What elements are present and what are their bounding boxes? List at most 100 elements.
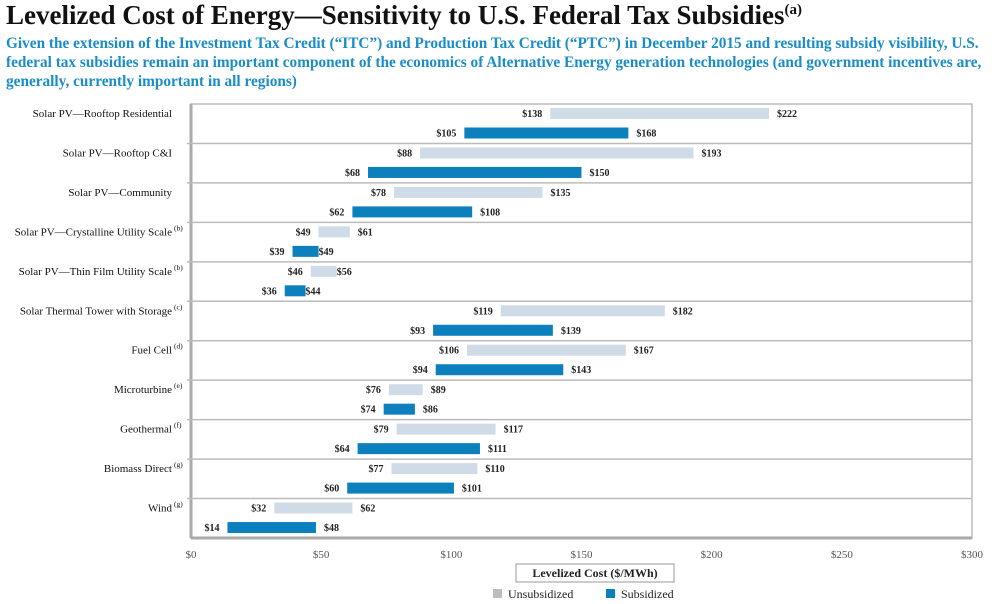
chart-subtitle: Given the extension of the Investment Ta… [6, 35, 982, 90]
bar-subsidized [347, 482, 454, 494]
bar-high-label: $111 [488, 444, 507, 455]
category-label: Biomass Direct [104, 463, 172, 475]
bar-low-label: $68 [345, 168, 360, 179]
x-axis-title: Levelized Cost ($/MWh) [532, 566, 657, 580]
bar-high-label: $86 [423, 405, 438, 416]
bar-high-label: $44 [306, 286, 321, 297]
bar-unsubsidized [394, 186, 543, 198]
bar-low-label: $46 [288, 267, 303, 278]
bar-unsubsidized [500, 305, 665, 317]
bar-subsidized [383, 403, 415, 415]
bar-low-label: $138 [522, 109, 542, 120]
bar-high-label: $49 [319, 247, 334, 258]
bar-high-label: $62 [360, 504, 375, 515]
bar-unsubsidized [550, 108, 769, 119]
bar-high-label: $193 [701, 148, 721, 159]
bar-unsubsidized [274, 502, 353, 514]
bar-low-label: $78 [371, 188, 386, 199]
bar-low-label: $39 [270, 247, 285, 258]
category-footnote: (b) [174, 223, 183, 232]
category-footnote: (g) [174, 500, 183, 509]
bar-low-label: $36 [262, 286, 277, 297]
bar-subsidized [292, 245, 319, 257]
title-text: Levelized Cost of Energy—Sensitivity to … [6, 0, 785, 30]
bar-unsubsidized [396, 423, 496, 435]
bar-high-label: $143 [571, 365, 591, 376]
bar-high-label: $89 [431, 385, 446, 396]
bar-high-label: $167 [634, 346, 654, 357]
bar-low-label: $93 [410, 326, 425, 337]
bar-high-label: $56 [337, 267, 352, 278]
bar-subsidized [284, 285, 306, 297]
bar-low-label: $94 [413, 365, 428, 376]
bar-high-label: $135 [550, 188, 570, 199]
bar-low-label: $76 [366, 385, 381, 396]
bar-high-label: $150 [590, 168, 610, 179]
bar-high-label: $222 [777, 109, 797, 120]
title-footnote: (a) [784, 2, 803, 18]
x-tick-label: $100 [440, 549, 463, 561]
bar-unsubsidized [310, 265, 337, 277]
bar-low-label: $77 [368, 464, 383, 475]
category-label: Solar PV—Rooftop C&I [63, 147, 173, 159]
bar-subsidized [435, 364, 564, 376]
bar-subsidized [352, 206, 473, 218]
category-footnote: (d) [174, 342, 183, 351]
bar-subsidized [227, 522, 316, 534]
bar-high-label: $101 [462, 484, 482, 495]
x-axis-title-box [515, 563, 675, 583]
bar-low-label: $14 [204, 523, 219, 534]
bar-high-label: $168 [636, 129, 656, 140]
bar-low-label: $106 [439, 346, 459, 357]
x-tick-label: $250 [831, 549, 854, 561]
bar-low-label: $119 [473, 306, 492, 317]
x-tick-label: $200 [701, 549, 724, 561]
category-label: Solar PV—Thin Film Utility Scale [19, 266, 173, 278]
category-label: Geothermal [120, 424, 172, 436]
bar-low-label: $105 [436, 129, 456, 140]
bar-high-label: $108 [480, 207, 500, 218]
bar-unsubsidized [318, 226, 350, 238]
x-tick-label: $150 [571, 549, 594, 561]
category-label: Microturbine [114, 384, 172, 396]
category-footnote: (f) [174, 421, 182, 430]
bar-high-label: $139 [561, 326, 581, 337]
bar-unsubsidized [388, 384, 423, 396]
category-footnote: (c) [174, 302, 183, 311]
bar-unsubsidized [466, 344, 626, 356]
legend-swatch-subsidized [606, 589, 615, 598]
bar-unsubsidized [420, 147, 694, 159]
x-tick-label: $50 [313, 549, 330, 561]
bar-low-label: $62 [329, 207, 344, 218]
bar-low-label: $64 [335, 444, 350, 455]
bar-low-label: $60 [324, 484, 339, 495]
category-footnote: (e) [174, 381, 183, 390]
category-label: Fuel Cell [131, 345, 172, 357]
legend-label-unsubsidized: Unsubsidized [508, 587, 573, 601]
bar-high-label: $61 [358, 227, 373, 238]
bar-low-label: $32 [251, 504, 266, 515]
legend-swatch-unsubsidized [493, 589, 502, 598]
bar-subsidized [464, 127, 629, 139]
bar-high-label: $110 [485, 464, 504, 475]
bar-subsidized [357, 443, 480, 455]
x-tick-label: $0 [186, 549, 198, 561]
category-label: Solar PV—Crystalline Utility Scale [15, 226, 172, 238]
bar-subsidized [368, 166, 582, 178]
bar-low-label: $88 [397, 148, 412, 159]
category-label: Wind [148, 503, 172, 515]
category-label: Solar PV—Community [68, 187, 172, 199]
chart-title: Levelized Cost of Energy—Sensitivity to … [6, 0, 802, 31]
category-label: Solar Thermal Tower with Storage [20, 305, 172, 317]
x-tick-label: $300 [961, 549, 984, 561]
bar-low-label: $79 [374, 425, 389, 436]
category-label: Solar PV—Rooftop Residential [33, 108, 172, 120]
bar-low-label: $49 [296, 227, 311, 238]
bar-high-label: $182 [673, 306, 693, 317]
legend-label-subsidized: Subsidized [621, 587, 674, 601]
bar-high-label: $117 [504, 425, 523, 436]
bar-subsidized [433, 324, 553, 336]
bar-high-label: $48 [324, 523, 339, 534]
category-footnote: (g) [174, 460, 183, 469]
